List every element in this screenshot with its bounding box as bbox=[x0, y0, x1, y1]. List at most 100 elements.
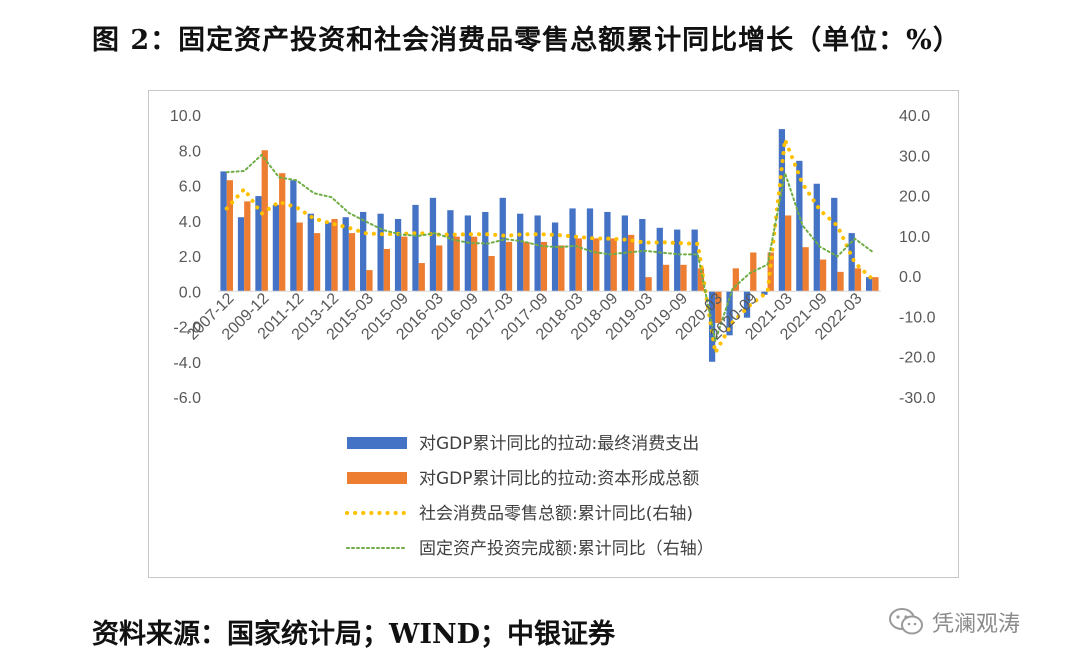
chart: 10.0 8.0 6.0 4.0 2.0 0.0 -2.0 -4.0 -6.0 40.0 30.0… bbox=[170, 108, 936, 559]
legend: 对GDP累计同比的拉动:最终消费支出对GDP累计同比的拉动:资本形成总额社会消费… bbox=[345, 434, 714, 559]
bar bbox=[296, 222, 303, 292]
bar bbox=[482, 211, 489, 292]
bar bbox=[453, 236, 460, 292]
bar bbox=[778, 129, 786, 292]
bar bbox=[831, 197, 838, 292]
bar bbox=[505, 241, 513, 292]
bar bbox=[436, 245, 443, 292]
bar bbox=[412, 204, 419, 292]
legend-label: 固定资产投资完成额:累计同比（右轴） bbox=[419, 539, 714, 559]
y-left-axis: 10.0 8.0 6.0 4.0 2.0 0.0 -2.0 -4.0 -6.0 bbox=[170, 108, 201, 407]
bar bbox=[785, 215, 792, 292]
watermark-text: 凭澜观涛 bbox=[932, 612, 1021, 637]
bar bbox=[628, 234, 635, 292]
bar bbox=[447, 210, 454, 292]
bar bbox=[586, 208, 594, 292]
bar bbox=[761, 291, 768, 295]
legend-swatch bbox=[347, 472, 407, 484]
bar bbox=[796, 160, 803, 292]
bar bbox=[348, 233, 356, 292]
y-right-tick-label: 0.0 bbox=[899, 269, 921, 286]
bar bbox=[819, 259, 827, 292]
bar bbox=[726, 291, 733, 336]
bar bbox=[656, 227, 663, 292]
chart-frame: 10.0 8.0 6.0 4.0 2.0 0.0 -2.0 -4.0 -6.0 40.0 30.0… bbox=[148, 90, 959, 578]
y-left-tick-label: 2.0 bbox=[179, 249, 201, 266]
bar bbox=[674, 229, 681, 292]
bar bbox=[551, 222, 559, 292]
bar bbox=[470, 236, 478, 292]
bar bbox=[255, 196, 262, 292]
bar bbox=[290, 180, 297, 292]
bar bbox=[569, 208, 576, 292]
bar bbox=[575, 238, 582, 292]
bar bbox=[767, 252, 774, 292]
x-axis-ticks: 2007-122009-122011-122013-122015-032015-… bbox=[184, 290, 866, 344]
y-left-tick-label: -4.0 bbox=[173, 355, 201, 372]
bar bbox=[325, 222, 332, 292]
bar bbox=[313, 233, 321, 292]
series-line bbox=[225, 153, 874, 345]
bar bbox=[499, 197, 506, 292]
bar bbox=[872, 277, 879, 292]
lines-group bbox=[224, 138, 875, 359]
bar bbox=[261, 150, 268, 292]
y-left-tick-label: 0.0 bbox=[179, 284, 201, 301]
figure-title: 图 2：固定资产投资和社会消费品零售总额累计同比增长（单位：%） bbox=[92, 25, 961, 56]
bar bbox=[645, 277, 652, 292]
y-right-tick-label: 40.0 bbox=[899, 108, 930, 125]
wechat-icon bbox=[889, 608, 923, 635]
bar bbox=[401, 236, 408, 292]
bar bbox=[383, 248, 391, 292]
bar bbox=[464, 215, 471, 292]
bar bbox=[593, 238, 600, 292]
y-left-tick-label: 6.0 bbox=[179, 179, 201, 196]
y-right-tick-label: -20.0 bbox=[899, 350, 936, 367]
figure-source: 资料来源：国家统计局；WIND；中银证券 bbox=[92, 619, 616, 650]
bar bbox=[837, 271, 844, 292]
y-right-tick-label: 20.0 bbox=[899, 189, 930, 206]
bar bbox=[220, 171, 227, 292]
bar bbox=[418, 263, 425, 292]
bar bbox=[866, 277, 873, 292]
legend-swatch bbox=[347, 437, 407, 449]
bar bbox=[697, 268, 705, 292]
bar bbox=[394, 218, 402, 292]
bar bbox=[743, 291, 751, 318]
bar bbox=[848, 233, 855, 292]
legend-label: 对GDP累计同比的拉动:资本形成总额 bbox=[419, 469, 699, 489]
bar bbox=[360, 211, 367, 292]
y-right-tick-label: -30.0 bbox=[899, 390, 936, 407]
series-line bbox=[224, 138, 875, 359]
bar bbox=[732, 268, 739, 292]
bar bbox=[488, 256, 495, 292]
legend-label: 社会消费品零售总额:累计同比(右轴) bbox=[419, 504, 693, 524]
bar bbox=[691, 229, 698, 292]
bar bbox=[377, 213, 384, 292]
y-right-axis: 40.0 30.0 20.0 10.0 0.0 -10.0 -20.0 -30.0 bbox=[899, 108, 936, 407]
y-left-tick-label: -6.0 bbox=[173, 390, 201, 407]
bar bbox=[813, 183, 820, 292]
bar bbox=[540, 241, 548, 292]
bar bbox=[517, 213, 524, 292]
bar bbox=[307, 213, 314, 292]
y-right-tick-label: -10.0 bbox=[899, 309, 936, 326]
y-left-tick-label: -2.0 bbox=[173, 320, 201, 337]
bar bbox=[279, 173, 286, 292]
bar bbox=[715, 291, 722, 323]
bar bbox=[366, 270, 373, 292]
bar bbox=[610, 238, 617, 292]
y-right-tick-label: 10.0 bbox=[899, 229, 930, 246]
legend-label: 对GDP累计同比的拉动:最终消费支出 bbox=[419, 434, 699, 454]
bar bbox=[802, 247, 809, 292]
bar bbox=[342, 217, 349, 292]
y-right-tick-label: 30.0 bbox=[899, 148, 930, 165]
bar bbox=[534, 215, 541, 292]
y-left-tick-label: 8.0 bbox=[179, 143, 201, 160]
y-left-tick-label: 4.0 bbox=[179, 214, 201, 231]
bar bbox=[331, 218, 338, 292]
bar bbox=[558, 245, 565, 292]
bar bbox=[429, 197, 437, 292]
bar bbox=[523, 241, 530, 292]
y-left-tick-label: 10.0 bbox=[170, 108, 201, 125]
